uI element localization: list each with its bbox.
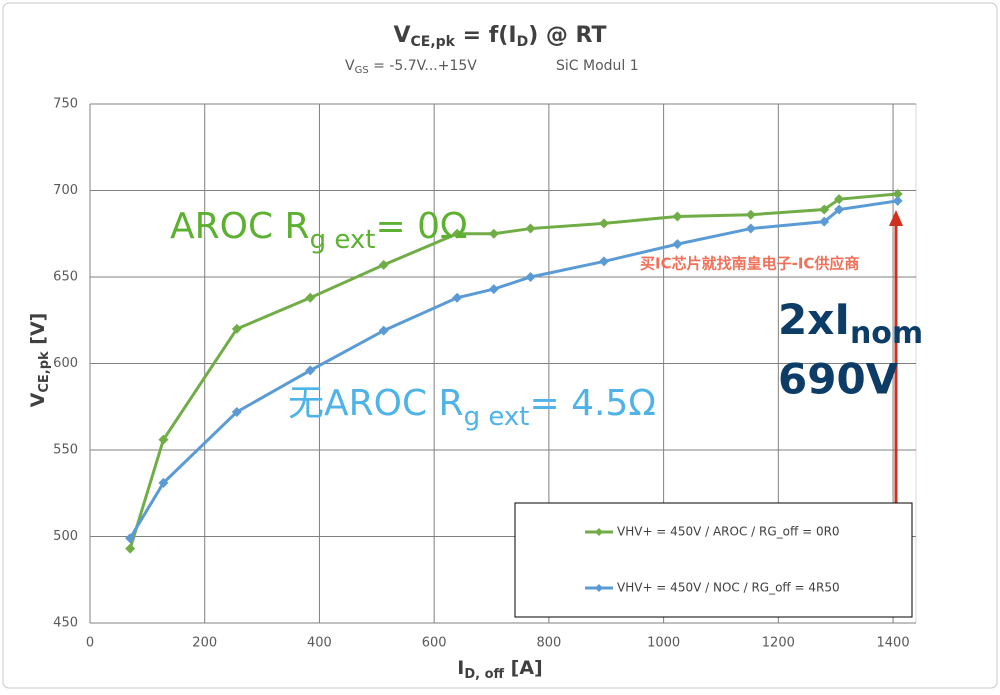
series-line	[128, 199, 898, 540]
data-point	[834, 204, 845, 215]
legend-label: VHV+ = 450V / AROC / RG_off = 0R0	[617, 525, 840, 539]
data-point	[488, 228, 499, 239]
x-tick-label: 400	[307, 636, 332, 651]
subtitle: VGS = -5.7V...+15V	[345, 58, 477, 76]
data-point	[892, 195, 903, 206]
y-tick-label: 450	[53, 616, 78, 631]
data-point	[488, 284, 499, 295]
data-point	[125, 533, 136, 544]
data-point	[892, 188, 903, 199]
data-point	[598, 218, 609, 229]
data-point	[305, 365, 316, 376]
data-point	[158, 477, 169, 488]
data-point	[525, 272, 536, 282]
x-tick-label: 0	[86, 636, 94, 651]
annotation-aroc: AROC Rg ext= 0Ω	[170, 206, 468, 255]
data-point	[158, 434, 169, 445]
data-point	[745, 209, 756, 220]
data-point	[672, 211, 683, 222]
data-point	[598, 256, 609, 267]
x-tick-label: 1400	[877, 636, 910, 651]
data-point	[125, 543, 136, 554]
data-point	[452, 228, 463, 239]
annotation-nominal: 2xInom	[778, 295, 923, 351]
data-point	[525, 223, 536, 234]
data-point	[672, 239, 683, 250]
x-axis-label: ID, off [A]	[457, 657, 542, 682]
y-axis-label: VCE,pk [V]	[27, 313, 52, 408]
legend-marker	[595, 584, 603, 592]
data-point	[231, 323, 242, 334]
legend-marker	[595, 528, 603, 536]
watermark: 买IC芯片就找南皇电子-IC供应商	[640, 255, 859, 273]
legend	[514, 502, 913, 618]
y-tick-label: 600	[53, 356, 78, 371]
y-tick-label: 650	[53, 270, 78, 285]
y-tick-label: 750	[53, 97, 78, 112]
data-point	[452, 292, 463, 303]
data-point	[745, 223, 756, 234]
data-point	[819, 216, 830, 227]
x-tick-label: 600	[422, 636, 447, 651]
x-tick-label: 200	[192, 636, 217, 651]
x-tick-label: 1000	[647, 636, 680, 651]
y-tick-label: 550	[53, 443, 78, 458]
subtitle-right: SiC Modul 1	[556, 58, 639, 74]
legend-label: VHV+ = 450V / NOC / RG_off = 4R50	[617, 581, 840, 595]
data-point	[231, 406, 242, 417]
y-tick-label: 500	[53, 529, 78, 544]
data-point	[305, 292, 316, 303]
data-point	[378, 259, 389, 270]
x-tick-label: 1200	[762, 636, 795, 651]
series-line	[128, 192, 898, 550]
data-point	[834, 194, 845, 205]
data-point	[378, 325, 389, 336]
annotation-voltage: 690V	[778, 355, 899, 404]
arrow-head	[889, 210, 903, 226]
annotation-no-aroc: 无AROC Rg ext= 4.5Ω	[288, 383, 656, 432]
chart-title: VCE,pk = f(ID) @ RT	[393, 23, 606, 50]
data-point	[819, 204, 830, 215]
x-tick-label: 800	[536, 636, 561, 651]
y-tick-label: 700	[53, 183, 78, 198]
